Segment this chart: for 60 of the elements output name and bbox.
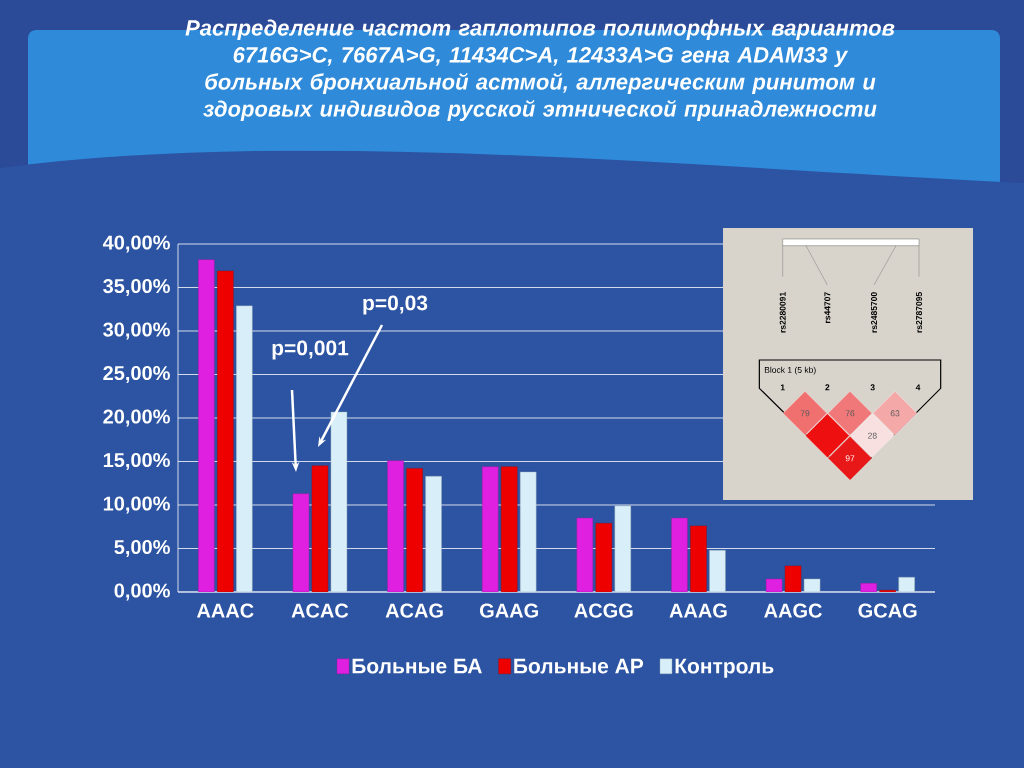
x-tick-label: ACAG bbox=[385, 603, 443, 618]
legend-label: Больные БА bbox=[352, 658, 482, 674]
bar bbox=[519, 471, 537, 592]
annotation: 4 bbox=[915, 384, 921, 391]
y-tick-label: 30,00% bbox=[103, 322, 170, 340]
bar bbox=[292, 493, 310, 592]
bar bbox=[198, 259, 215, 592]
annotation: rs2280091 bbox=[779, 292, 786, 333]
y-tick-label: 25,00% bbox=[103, 365, 170, 384]
x-tick-label: AAGC bbox=[764, 603, 822, 618]
bar bbox=[898, 577, 915, 592]
x-tick-label: AAAG bbox=[669, 603, 727, 618]
x-tick-label: ACGG bbox=[574, 603, 633, 618]
bar bbox=[784, 565, 802, 592]
annotation: p=0,03 bbox=[363, 295, 428, 315]
annotation: 97 bbox=[845, 455, 855, 462]
bar bbox=[576, 517, 594, 592]
bar bbox=[481, 466, 499, 592]
annotation: 3 bbox=[870, 384, 875, 391]
bar bbox=[595, 523, 613, 592]
bar bbox=[217, 270, 234, 592]
y-tick-label: 10,00% bbox=[103, 496, 170, 514]
bar bbox=[236, 305, 253, 592]
annotation: rs2485700 bbox=[871, 292, 878, 333]
annotation: 79 bbox=[800, 410, 810, 417]
bar bbox=[803, 578, 821, 592]
y-tick-label: 35,00% bbox=[103, 278, 170, 297]
bar bbox=[690, 525, 707, 592]
bar bbox=[311, 465, 329, 592]
bar bbox=[406, 468, 423, 592]
legend-label: Больные АР bbox=[514, 658, 644, 674]
annotation: p=0,001 bbox=[272, 340, 349, 360]
annotation: 63 bbox=[890, 410, 900, 417]
y-tick-label: 5,00% bbox=[114, 539, 170, 558]
bar bbox=[387, 460, 404, 592]
bar bbox=[765, 578, 783, 592]
y-tick-label: 20,00% bbox=[103, 409, 170, 427]
bar bbox=[614, 505, 632, 592]
bar bbox=[860, 583, 877, 592]
annotation: 28 bbox=[868, 432, 877, 439]
annotation: rs44707 bbox=[824, 292, 831, 323]
y-tick-label: 15,00% bbox=[103, 452, 170, 471]
x-tick-label: GCAG bbox=[858, 603, 917, 618]
x-tick-label: ACAC bbox=[291, 603, 349, 618]
annotation: Block 1 (5 kb) bbox=[764, 366, 816, 375]
y-tick-label: 0,00% bbox=[114, 583, 170, 601]
x-tick-label: AAAC bbox=[196, 603, 254, 618]
chart-title: Распределение частот гаплотипов полиморфных вариантов 6716G>C, 7667A>G, 11434C>A, 12433A>G гена ADAM33 у больных бронхиальной астмой, аллергическим ринитом и здоровых индивидов русской этнической принадлежности bbox=[185, 19, 895, 122]
bar bbox=[671, 517, 688, 592]
annotation: 76 bbox=[845, 410, 855, 417]
bar bbox=[330, 411, 348, 592]
bar bbox=[425, 476, 442, 592]
annotation: 2 bbox=[825, 384, 830, 391]
bar bbox=[709, 550, 726, 592]
x-tick-label: GAAG bbox=[480, 603, 538, 618]
annotation: 1 bbox=[780, 384, 785, 391]
bar bbox=[500, 466, 518, 592]
annotation: rs2787095 bbox=[916, 292, 923, 333]
y-tick-label: 40,00% bbox=[102, 235, 170, 253]
legend-label: Контроль bbox=[675, 658, 774, 678]
